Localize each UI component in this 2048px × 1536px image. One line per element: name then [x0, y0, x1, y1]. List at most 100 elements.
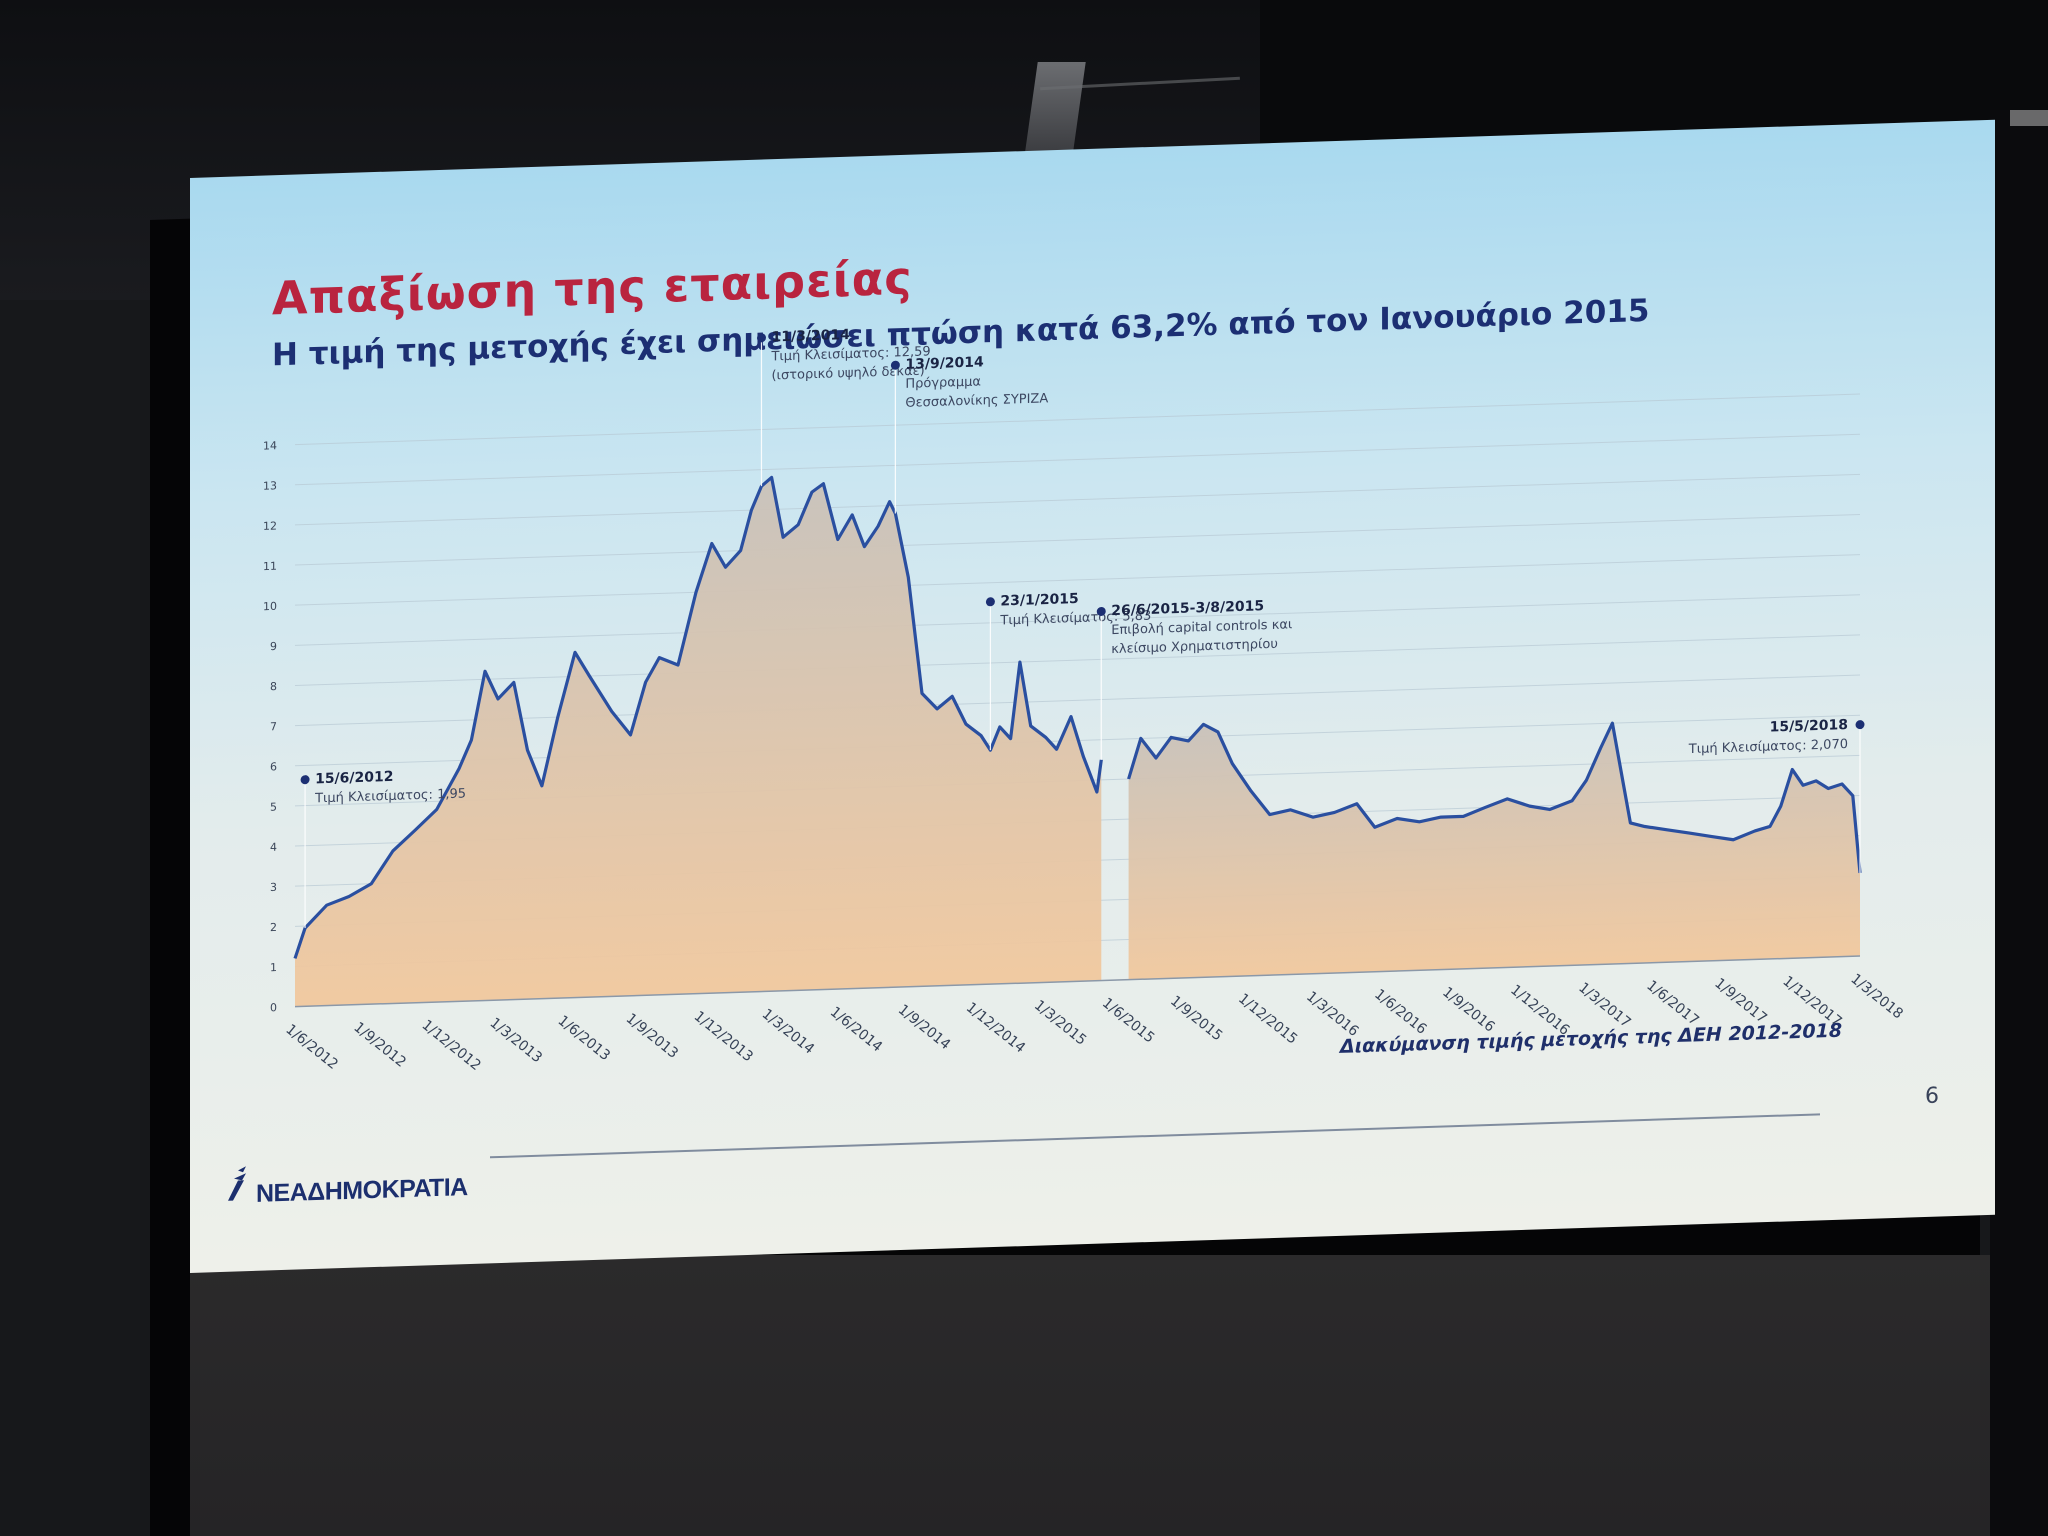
annotation-text: Τιμή Κλεισίματος: 5,83	[999, 609, 1151, 629]
annotation-date: 26/6/2015-3/8/2015	[1111, 598, 1264, 619]
annotation-text: κλείσιμο Χρηματιστηρίου	[1111, 637, 1278, 657]
x-tick-label: 1/3/2017	[1575, 980, 1633, 1031]
x-tick: 1/6/2016	[1371, 986, 1430, 1037]
annotation-dot	[756, 333, 766, 343]
x-tick: 1/9/2017	[1711, 975, 1769, 1026]
annotation-dot	[1855, 720, 1865, 730]
presentation-slide: Απαξίωση της εταιρείας Η τιμή της μετοχή…	[190, 119, 1995, 1273]
x-tick: 1/6/2013	[555, 1013, 613, 1064]
x-tick-label: 1/6/2016	[1371, 986, 1430, 1037]
x-tick-label: 1/3/2016	[1303, 989, 1362, 1040]
annotation-text: Πρόγραμμα	[905, 374, 981, 391]
lower-screen-surface	[190, 1255, 2000, 1536]
annotation-date: 15/6/2012	[315, 769, 393, 788]
annotation-date: 15/5/2018	[1770, 717, 1848, 736]
y-tick-label: 1	[270, 961, 277, 974]
annotation-dot	[300, 775, 310, 785]
y-tick-label: 9	[270, 640, 277, 653]
y-tick-label: 12	[263, 519, 277, 532]
x-tick-label: 1/9/2015	[1167, 993, 1225, 1044]
logo-flame-icon	[228, 1166, 246, 1201]
x-tick-label: 1/6/2015	[1099, 995, 1157, 1046]
y-tick-label: 11	[263, 560, 277, 573]
wall-fixture	[2010, 110, 2048, 126]
x-tick: 1/12/2014	[963, 1000, 1028, 1057]
x-tick: 1/9/2015	[1167, 993, 1225, 1044]
x-tick-label: 1/6/2017	[1643, 978, 1701, 1029]
x-tick: 1/9/2016	[1439, 984, 1498, 1035]
gridline	[295, 433, 1860, 486]
annotation-date: 11/3/2014	[771, 327, 850, 346]
annotation-dot	[985, 597, 995, 607]
party-logo: ΝΕΑΔΗΜΟΚΡΑΤΙΑ	[224, 1159, 468, 1216]
annotation-text: (ιστορικό υψηλό δεκαε)	[771, 364, 924, 384]
x-tick-label: 1/9/2014	[895, 1002, 954, 1053]
x-tick-label: 1/3/2013	[487, 1015, 545, 1066]
x-tick-label: 1/6/2013	[555, 1013, 613, 1064]
annotation-date: 23/1/2015	[1000, 591, 1078, 610]
annotation-text: Τιμή Κλεισίματος: 1,95	[314, 786, 466, 806]
x-tick: 1/9/2014	[895, 1002, 954, 1053]
x-tick-label: 1/9/2013	[623, 1011, 681, 1062]
y-tick-label: 2	[270, 921, 277, 934]
x-tick-label: 1/12/2013	[691, 1008, 756, 1065]
x-axis-line	[295, 955, 1860, 1008]
gridline	[295, 393, 1860, 446]
logo-text: ΝΕΑΔΗΜΟΚΡΑΤΙΑ	[256, 1173, 468, 1208]
y-tick-label: 14	[263, 439, 277, 452]
y-tick-label: 4	[270, 841, 277, 854]
x-tick: 1/12/2015	[1235, 991, 1300, 1048]
y-tick-label: 5	[270, 800, 277, 813]
y-tick-label: 10	[263, 600, 277, 613]
price-area-fill-1	[295, 477, 1102, 1007]
x-tick-label: 1/3/2014	[759, 1006, 818, 1057]
right-wall	[1990, 110, 2048, 1536]
page-number: 6	[1925, 1083, 1939, 1109]
x-tick-label: 1/3/2015	[1031, 997, 1089, 1048]
gridline	[295, 634, 1860, 686]
x-tick-label: 1/6/2014	[827, 1004, 886, 1055]
y-tick-label: 7	[270, 720, 277, 733]
gridline	[295, 554, 1860, 606]
x-tick: 1/9/2012	[350, 1019, 408, 1070]
y-tick-label: 6	[270, 760, 277, 773]
x-tick-label: 1/3/2018	[1847, 971, 1905, 1022]
x-tick: 1/3/2015	[1031, 997, 1089, 1048]
y-tick-label: 3	[270, 881, 277, 894]
annotation-text: Τιμή Κλεισίματος: 12,59	[770, 344, 930, 364]
gridline	[295, 674, 1860, 727]
price-area-fill-2	[1128, 723, 1860, 980]
x-tick: 1/6/2014	[827, 1004, 886, 1055]
gridline	[295, 513, 1860, 566]
x-tick: 1/3/2018	[1847, 971, 1905, 1022]
annotation-text: Επιβολή capital controls και	[1111, 617, 1292, 638]
x-tick-label: 1/12/2015	[1235, 991, 1300, 1048]
x-tick-label: 1/9/2017	[1711, 975, 1769, 1026]
x-tick: 1/12/2013	[691, 1008, 756, 1065]
x-tick-label: 1/9/2016	[1439, 984, 1498, 1035]
x-tick: 1/3/2017	[1575, 980, 1633, 1031]
y-tick-label: 13	[263, 479, 277, 492]
annotation-dot	[1096, 606, 1106, 616]
x-tick: 1/9/2013	[623, 1011, 681, 1062]
x-tick: 1/3/2013	[487, 1015, 545, 1066]
price-area	[293, 475, 1862, 1007]
x-tick: 1/6/2017	[1643, 978, 1701, 1029]
x-tick: 1/6/2012	[282, 1021, 340, 1072]
x-tick-label: 1/6/2012	[282, 1021, 340, 1072]
x-tick: 1/3/2014	[759, 1006, 818, 1057]
x-tick: 1/6/2015	[1099, 995, 1157, 1046]
price-line-2	[1127, 721, 1862, 874]
annotation-text: Θεσσαλονίκης ΣΥΡΙΖΑ	[905, 391, 1048, 411]
annotation-text: Τιμή Κλεισίματος: 2,070	[1688, 737, 1848, 757]
y-tick-label: 8	[270, 680, 277, 693]
